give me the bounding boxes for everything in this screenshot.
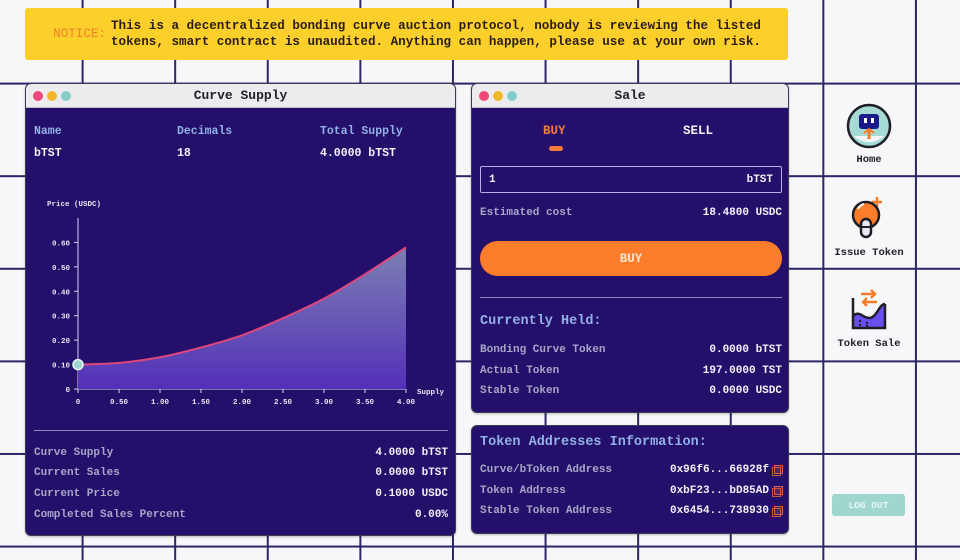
y-axis-label: Price (USDC) [47, 201, 101, 209]
held-bonding-curve-token: Bonding Curve Token 0.0000 bTST [480, 344, 782, 356]
meta-header: Name [34, 125, 62, 138]
stat-current-price: Current Price 0.1000 USDC [34, 488, 448, 500]
active-tab-indicator [549, 146, 563, 151]
svg-text:0.50: 0.50 [52, 265, 71, 273]
token-addresses-window: Token Addresses Information: Curve/bToke… [471, 425, 789, 534]
nav-home[interactable]: Home [824, 102, 914, 166]
address-row-curve: Curve/bToken Address 0x96f6...66928f [480, 464, 783, 476]
copy-icon[interactable] [772, 506, 783, 517]
buy-button[interactable]: BUY [480, 241, 782, 276]
addresses-title: Token Addresses Information: [480, 435, 707, 450]
tab-buy[interactable]: BUY [543, 124, 566, 138]
maximize-dot-icon[interactable] [61, 91, 71, 101]
window-controls [479, 91, 517, 101]
svg-text:0.10: 0.10 [52, 363, 71, 371]
current-price-marker[interactable] [72, 358, 84, 371]
meta-value: bTST [34, 147, 62, 160]
address-row-token: Token Address 0xbF23...bD85AD [480, 485, 783, 497]
svg-text:1.50: 1.50 [192, 399, 211, 407]
meta-value: 18 [177, 147, 191, 160]
minimize-dot-icon[interactable] [493, 91, 503, 101]
currently-held-title: Currently Held: [480, 314, 602, 329]
notice-text: This is a decentralized bonding curve au… [111, 19, 761, 49]
held-stable-token: Stable Token 0.0000 USDC [480, 385, 782, 397]
curve-supply-window: Curve Supply Name bTST Decimals 18 Total… [25, 83, 456, 536]
svg-text:0.30: 0.30 [52, 314, 71, 322]
sale-window: Sale BUY SELL bTST Estimated cost 18.480… [471, 83, 789, 413]
window-title: Sale [614, 88, 646, 103]
maximize-dot-icon[interactable] [507, 91, 517, 101]
close-dot-icon[interactable] [479, 91, 489, 101]
meta-name: Name bTST [34, 125, 62, 160]
divider [480, 297, 782, 298]
svg-text:3.00: 3.00 [315, 399, 334, 407]
robot-icon [846, 103, 892, 149]
meta-header: Total Supply [320, 125, 403, 138]
nav-label: Token Sale [837, 338, 901, 350]
svg-text:2.50: 2.50 [274, 399, 293, 407]
address-row-stable: Stable Token Address 0x6454...738930 [480, 505, 783, 517]
minimize-dot-icon[interactable] [47, 91, 57, 101]
window-controls [33, 91, 71, 101]
svg-text:1.00: 1.00 [151, 399, 170, 407]
stat-completed-percent: Completed Sales Percent 0.00% [34, 509, 448, 521]
bonding-curve-chart: Price (USDC) 0 0.10 0.20 0.30 0.40 0.50 0.60 0… [26, 192, 455, 422]
amount-unit: bTST [746, 173, 773, 186]
notice-label: NOTICE: [53, 27, 106, 41]
address-value: 0x6454...738930 [669, 505, 769, 517]
close-dot-icon[interactable] [33, 91, 43, 101]
nav-token-sale[interactable]: Token Sale [824, 288, 914, 350]
copy-icon[interactable] [772, 486, 783, 497]
estimated-cost-row: Estimated cost 18.4800 USDC [480, 207, 782, 219]
meta-header: Decimals [177, 125, 233, 138]
svg-text:3.50: 3.50 [356, 399, 375, 407]
svg-text:2.00: 2.00 [233, 399, 252, 407]
x-axis-label: Supply [417, 389, 445, 397]
divider [34, 430, 448, 431]
nav-label: Issue Token [834, 247, 904, 259]
nav-label: Home [856, 154, 882, 166]
tab-sell[interactable]: SELL [683, 124, 714, 138]
svg-text:0: 0 [65, 387, 70, 395]
window-titlebar: Curve Supply [26, 84, 455, 108]
buy-sell-tabs: BUY SELL [472, 124, 788, 154]
meta-total-supply: Total Supply 4.0000 bTST [320, 125, 403, 160]
nav-issue-token[interactable]: Issue Token [824, 193, 914, 259]
window-titlebar: Sale [472, 84, 788, 108]
held-actual-token: Actual Token 197.0000 TST [480, 365, 782, 377]
amount-input[interactable] [489, 173, 689, 186]
svg-text:0.20: 0.20 [52, 338, 71, 346]
svg-text:0.40: 0.40 [52, 289, 71, 297]
meta-value: 4.0000 bTST [320, 147, 396, 160]
svg-text:0: 0 [76, 399, 81, 407]
svg-text:0.50: 0.50 [110, 399, 129, 407]
window-title: Curve Supply [193, 88, 288, 103]
stat-curve-supply: Curve Supply 4.0000 bTST [34, 447, 448, 459]
amount-field[interactable]: bTST [480, 166, 782, 193]
svg-text:0.60: 0.60 [52, 240, 71, 248]
address-value: 0x96f6...66928f [669, 464, 769, 476]
address-value: 0xbF23...bD85AD [669, 485, 769, 497]
meta-decimals: Decimals 18 [177, 125, 232, 160]
issue-token-icon [851, 197, 882, 239]
notice-banner: NOTICE: This is a decentralized bonding … [25, 8, 788, 60]
copy-icon[interactable] [772, 465, 783, 476]
logout-button[interactable]: LOG OUT [832, 494, 905, 516]
svg-text:4.00: 4.00 [397, 399, 416, 407]
stat-current-sales: Current Sales 0.0000 bTST [34, 467, 448, 479]
token-sale-icon [851, 289, 887, 330]
